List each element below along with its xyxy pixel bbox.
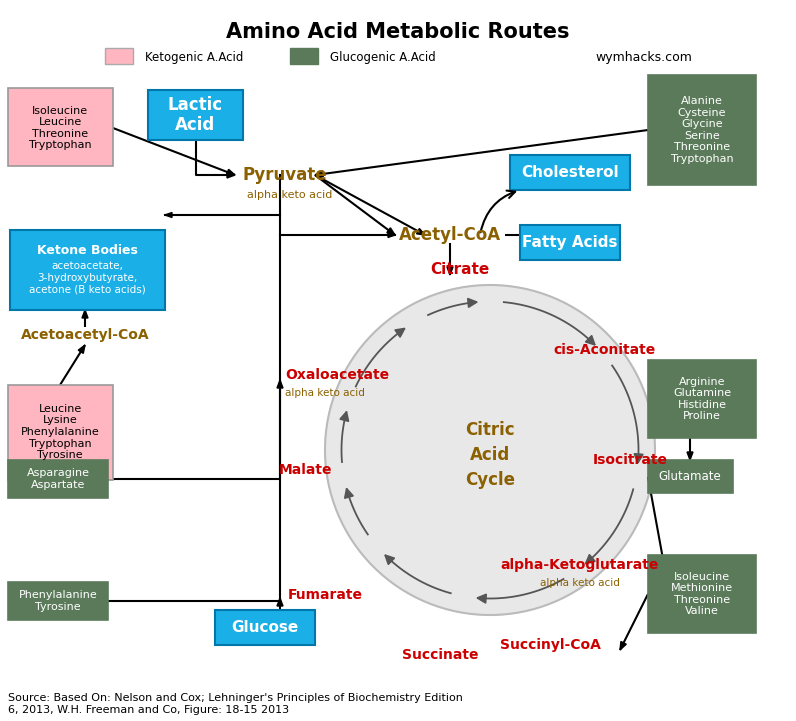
Polygon shape — [277, 610, 283, 618]
Text: alpha keto acid: alpha keto acid — [248, 190, 333, 200]
Text: alpha keto acid: alpha keto acid — [540, 578, 620, 588]
Polygon shape — [387, 228, 395, 235]
Text: Succinyl-CoA: Succinyl-CoA — [500, 638, 600, 652]
Text: Glucose: Glucose — [232, 620, 298, 635]
Polygon shape — [315, 171, 323, 177]
Polygon shape — [82, 310, 88, 318]
FancyBboxPatch shape — [648, 555, 756, 633]
Polygon shape — [227, 172, 235, 178]
Polygon shape — [226, 169, 235, 175]
Text: Fumarate: Fumarate — [287, 588, 362, 602]
Polygon shape — [416, 229, 425, 235]
Polygon shape — [468, 298, 477, 307]
FancyBboxPatch shape — [8, 460, 108, 498]
Polygon shape — [345, 488, 353, 498]
Circle shape — [325, 285, 655, 615]
FancyBboxPatch shape — [215, 610, 315, 645]
FancyBboxPatch shape — [8, 582, 108, 620]
FancyBboxPatch shape — [148, 90, 243, 140]
FancyBboxPatch shape — [648, 460, 733, 493]
FancyBboxPatch shape — [8, 385, 113, 480]
Text: Cycle: Cycle — [465, 471, 515, 489]
Polygon shape — [661, 562, 666, 570]
FancyBboxPatch shape — [105, 48, 133, 64]
Text: Lactic
Acid: Lactic Acid — [168, 96, 223, 134]
Polygon shape — [395, 328, 405, 337]
Text: Cholesterol: Cholesterol — [521, 165, 618, 180]
Text: Asparagine
Aspartate: Asparagine Aspartate — [26, 468, 89, 490]
Polygon shape — [687, 452, 693, 460]
FancyBboxPatch shape — [520, 225, 620, 260]
Text: Citrate: Citrate — [431, 262, 490, 278]
Text: Oxaloacetate: Oxaloacetate — [285, 368, 389, 382]
Polygon shape — [620, 642, 626, 650]
Polygon shape — [634, 454, 643, 463]
Polygon shape — [277, 380, 283, 388]
Polygon shape — [388, 232, 395, 237]
Polygon shape — [385, 555, 395, 565]
Polygon shape — [277, 598, 283, 606]
Text: Source: Based On: Nelson and Cox; Lehninger's Principles of Biochemistry Edition: Source: Based On: Nelson and Cox; Lehnin… — [8, 693, 463, 715]
Text: Acetyl-CoA: Acetyl-CoA — [399, 226, 501, 244]
Text: Citric: Citric — [465, 421, 515, 439]
Text: Isoleucine
Leucine
Threonine
Tryptophan: Isoleucine Leucine Threonine Tryptophan — [29, 105, 92, 151]
Text: Leucine
Lysine
Phenylalanine
Tryptophan
Tyrosine: Leucine Lysine Phenylalanine Tryptophan … — [21, 404, 100, 460]
Text: Succinate: Succinate — [402, 648, 478, 662]
Text: Pyruvate: Pyruvate — [243, 166, 327, 184]
Text: Glucogenic A.Acid: Glucogenic A.Acid — [330, 50, 435, 63]
Text: Glutamate: Glutamate — [658, 471, 721, 484]
Polygon shape — [78, 345, 85, 353]
Text: Amino Acid Metabolic Routes: Amino Acid Metabolic Routes — [226, 22, 570, 42]
Text: Isoleucine
Methionine
Threonine
Valine: Isoleucine Methionine Threonine Valine — [671, 572, 733, 616]
Text: Alanine
Cysteine
Glycine
Serine
Threonine
Tryptophan: Alanine Cysteine Glycine Serine Threonin… — [671, 96, 733, 164]
Text: Phenylalanine
Tyrosine: Phenylalanine Tyrosine — [18, 590, 97, 612]
Text: Acetoacetyl-CoA: Acetoacetyl-CoA — [21, 328, 150, 342]
Text: alpha keto acid: alpha keto acid — [285, 388, 365, 398]
Text: alpha-Ketoglutarate: alpha-Ketoglutarate — [501, 558, 659, 572]
FancyBboxPatch shape — [8, 88, 113, 166]
FancyBboxPatch shape — [648, 360, 756, 438]
Text: Acid: Acid — [470, 446, 510, 464]
Polygon shape — [477, 594, 486, 603]
Text: Ketogenic A.Acid: Ketogenic A.Acid — [145, 50, 244, 63]
Polygon shape — [567, 225, 573, 233]
Text: cis-Aconitate: cis-Aconitate — [554, 343, 656, 357]
Text: Isocitrate: Isocitrate — [592, 453, 668, 467]
Polygon shape — [340, 412, 349, 421]
Polygon shape — [585, 554, 595, 564]
Text: acetoacetate,
3-hydroxybutyrate,
acetone (B keto acids): acetoacetate, 3-hydroxybutyrate, acetone… — [29, 262, 146, 295]
Text: Fatty Acids: Fatty Acids — [522, 235, 618, 250]
FancyBboxPatch shape — [10, 230, 165, 310]
FancyBboxPatch shape — [648, 75, 756, 185]
Text: Ketone Bodies: Ketone Bodies — [37, 244, 138, 257]
Polygon shape — [585, 335, 595, 345]
Polygon shape — [165, 213, 172, 218]
FancyBboxPatch shape — [290, 48, 318, 64]
FancyBboxPatch shape — [510, 155, 630, 190]
Text: Arginine
Glutamine
Histidine
Proline: Arginine Glutamine Histidine Proline — [673, 376, 731, 421]
Text: wymhacks.com: wymhacks.com — [595, 50, 692, 63]
Polygon shape — [447, 267, 453, 275]
Text: Malate: Malate — [279, 463, 332, 477]
